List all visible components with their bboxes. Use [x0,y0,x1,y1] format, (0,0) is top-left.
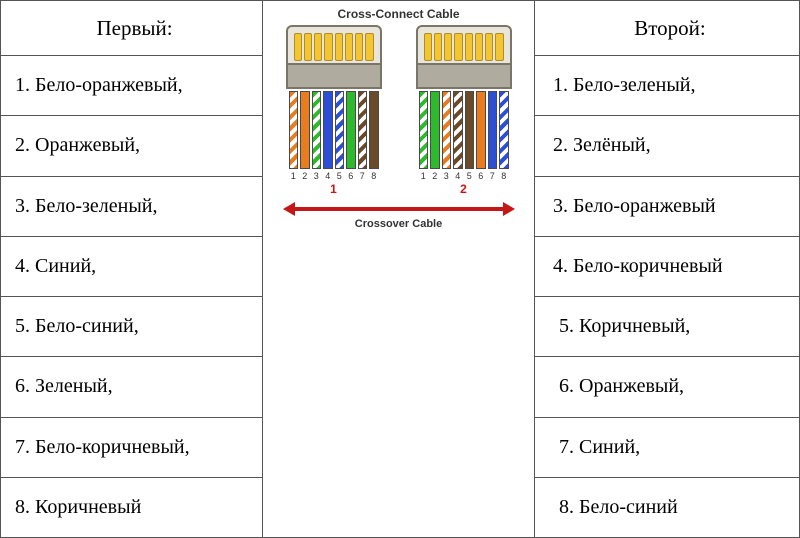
left-column: Первый: 1. Бело-оранжевый, 2. Оранжевый,… [1,1,263,537]
wire-brown [465,91,475,169]
wires-2 [416,91,512,169]
pin-number: 6 [476,171,486,181]
right-row-3: 3. Бело-оранжевый [535,177,799,237]
wire-orange [300,91,310,169]
pin-number: 2 [300,171,310,181]
wire-brown-stripe [358,91,368,169]
end-label-1: 1 [286,182,382,196]
right-row-6: 6. Оранжевый, [535,357,799,417]
pin-number: 4 [453,171,463,181]
pin-number: 8 [499,171,509,181]
pin-number: 3 [312,171,322,181]
layout: Первый: 1. Бело-оранжевый, 2. Оранжевый,… [0,0,800,538]
pin-labels-2: 12345678 [416,171,512,181]
rj45-shell-icon [416,25,512,79]
wire-brown-stripe [453,91,463,169]
wire-green [430,91,440,169]
wire-orange-stripe [289,91,299,169]
diagram-title-bottom: Crossover Cable [355,218,442,230]
right-column: Второй: 1. Бело-зеленый, 2. Зелёный, 3. … [535,1,799,537]
pin-number: 1 [289,171,299,181]
connector-1: 12345678 1 [286,25,382,196]
wire-blue-stripe [335,91,345,169]
pin-number: 1 [419,171,429,181]
pin-number: 6 [346,171,356,181]
left-row-8: 8. Коричневый [1,478,262,537]
right-row-4: 4. Бело-коричневый [535,237,799,297]
diagram: Cross-Connect Cable 12345678 1 [263,1,534,537]
end-label-2: 2 [416,182,512,196]
pins [294,33,374,61]
pins [424,33,504,61]
right-row-7: 7. Синий, [535,418,799,478]
wire-green [346,91,356,169]
left-row-3: 3. Бело-зеленый, [1,177,262,237]
connectors: 12345678 1 12345678 2 [286,25,512,196]
pin-number: 3 [442,171,452,181]
wire-orange-stripe [442,91,452,169]
wire-orange [476,91,486,169]
right-row-2: 2. Зелёный, [535,116,799,176]
crossover-arrow-icon [283,202,515,216]
rj45-shell-icon [286,25,382,79]
pin-number: 7 [488,171,498,181]
pin-number: 5 [465,171,475,181]
wire-green-stripe [419,91,429,169]
pin-labels-1: 12345678 [286,171,382,181]
right-header: Второй: [535,1,799,56]
pin-number: 2 [430,171,440,181]
left-row-7: 7. Бело-коричневый, [1,418,262,478]
wire-green-stripe [312,91,322,169]
diagram-title-top: Cross-Connect Cable [337,7,459,21]
pin-number: 5 [335,171,345,181]
right-row-8: 8. Бело-синий [535,478,799,537]
diagram-column: Cross-Connect Cable 12345678 1 [263,1,535,537]
right-row-5: 5. Коричневый, [535,297,799,357]
left-row-2: 2. Оранжевый, [1,116,262,176]
wires-1 [286,91,382,169]
pin-number: 8 [369,171,379,181]
left-header: Первый: [1,1,262,56]
connector-2: 12345678 2 [416,25,512,196]
left-row-5: 5. Бело-синий, [1,297,262,357]
left-row-1: 1. Бело-оранжевый, [1,56,262,116]
wire-blue [488,91,498,169]
wire-brown [369,91,379,169]
left-row-4: 4. Синий, [1,237,262,297]
wire-blue [323,91,333,169]
pin-number: 4 [323,171,333,181]
wire-blue-stripe [499,91,509,169]
left-row-6: 6. Зеленый, [1,357,262,417]
right-row-1: 1. Бело-зеленый, [535,56,799,116]
pin-number: 7 [358,171,368,181]
